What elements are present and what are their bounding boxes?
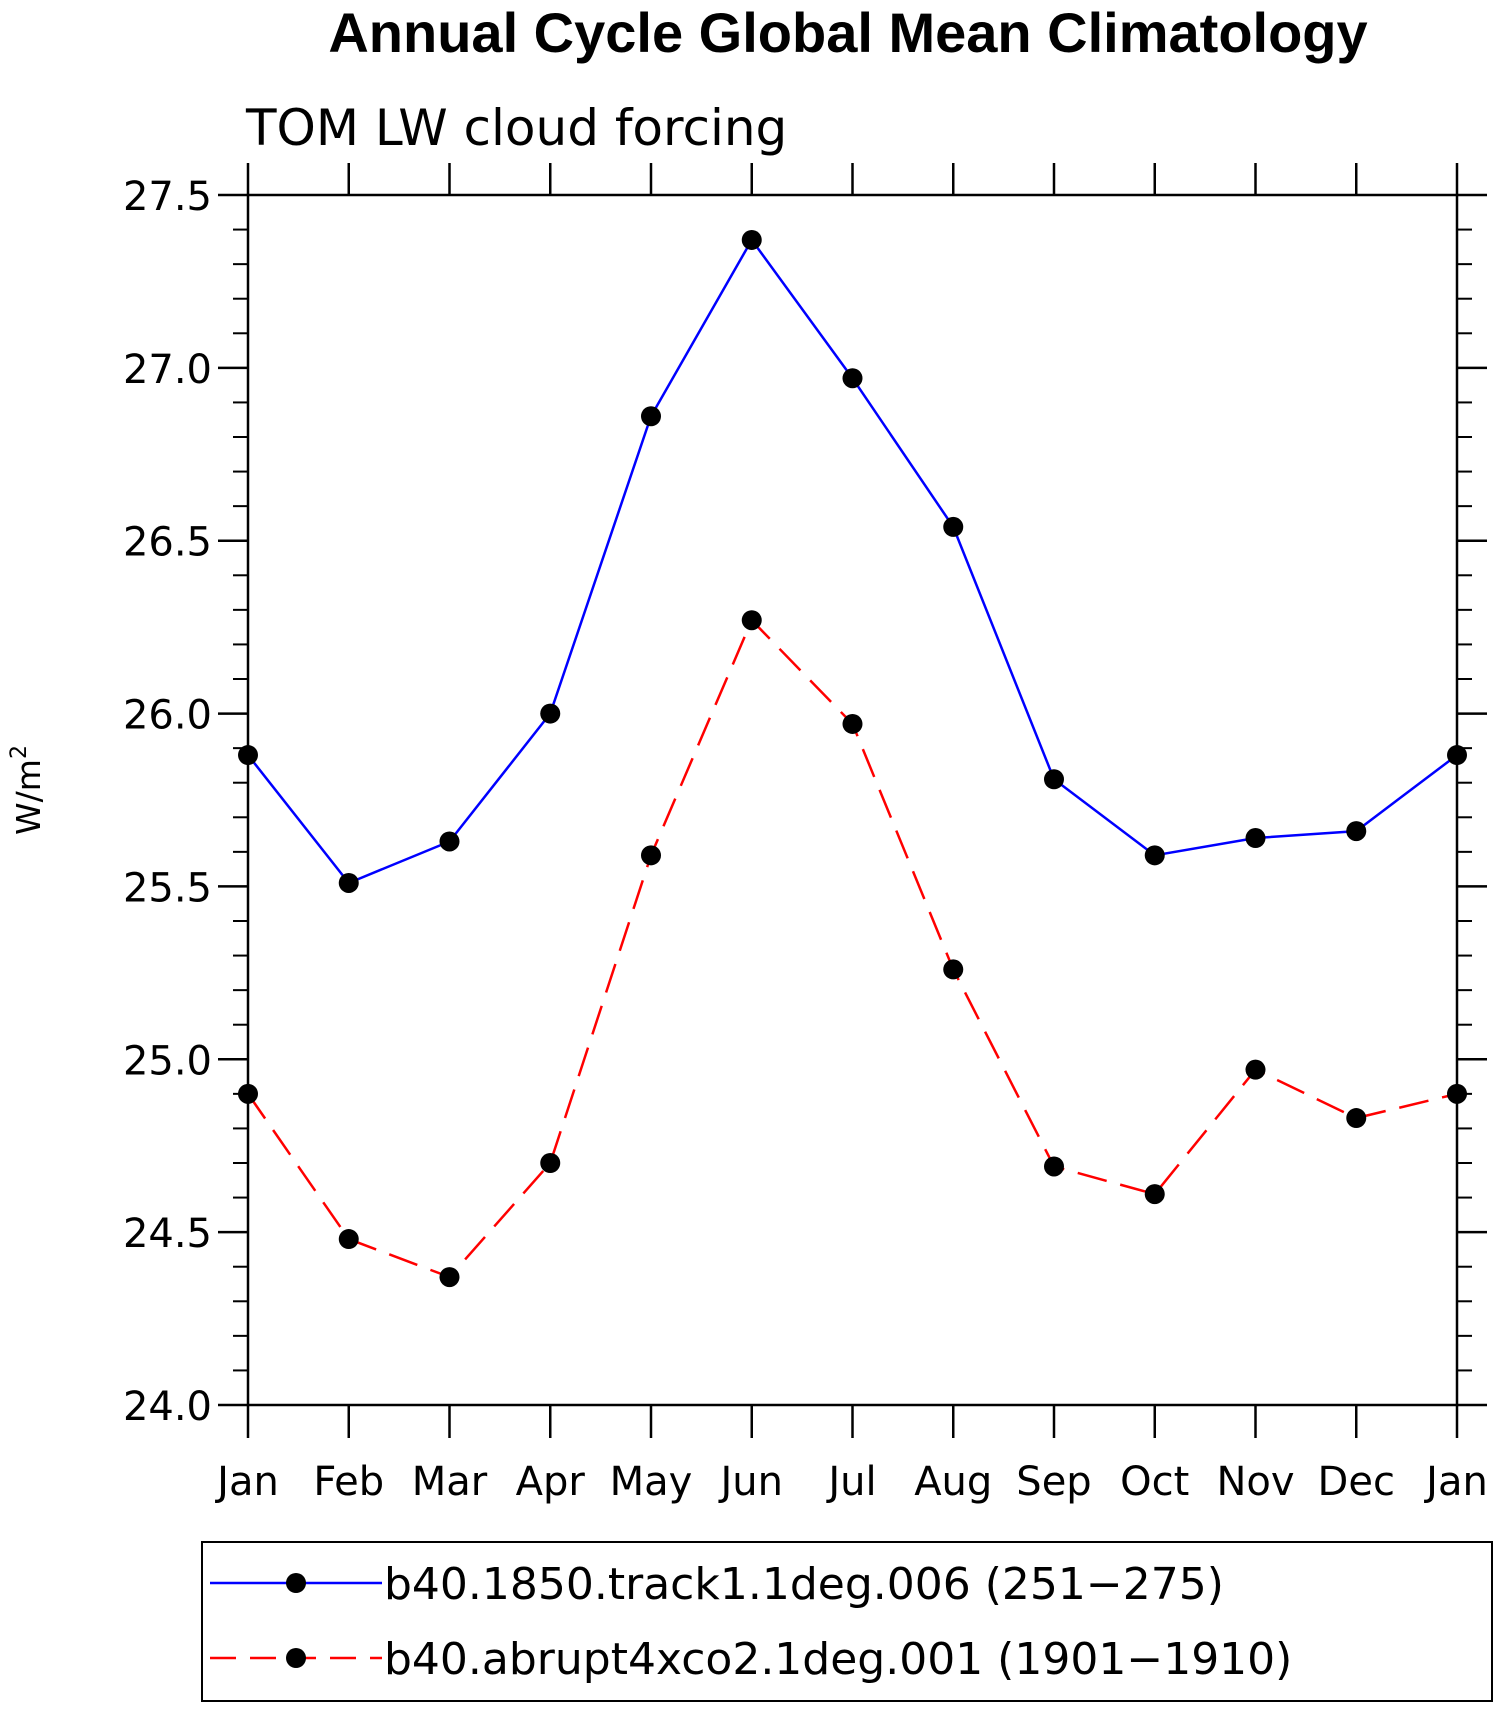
legend-box: [201, 1541, 1493, 1702]
legend-item-2: b40.abrupt4xco2.1deg.001 (1901−1910): [210, 1634, 1292, 1685]
legend: b40.1850.track1.1deg.006 (251−275) b40.ab…: [201, 1541, 1493, 1702]
y-tick-label: 25.5: [123, 865, 212, 911]
y-tick-label: 25.0: [123, 1038, 212, 1084]
y-tick-label: 26.0: [123, 693, 212, 739]
data-point: [238, 1083, 258, 1104]
series-1: [238, 229, 1467, 893]
chart-title: Annual Cycle Global Mean Climatology: [328, 1, 1367, 64]
legend-label: b40.1850.track1.1deg.006 (251−275): [384, 1559, 1224, 1610]
y-axis-label: W/m2: [7, 745, 48, 835]
data-point: [741, 229, 762, 250]
data-point: [842, 368, 863, 389]
data-point: [1245, 1059, 1266, 1080]
data-point: [1144, 1184, 1165, 1205]
data-point: [1144, 845, 1165, 866]
data-point: [338, 872, 359, 893]
y-tick-label: 27.0: [123, 347, 212, 393]
data-point: [1044, 1156, 1064, 1177]
data-point: [641, 845, 661, 866]
x-tick-label: Nov: [1216, 1459, 1294, 1505]
chart-subtitle: TOM LW cloud forcing: [245, 99, 787, 157]
y-tick-label: 26.5: [123, 520, 212, 566]
x-tick-label: Oct: [1120, 1459, 1189, 1505]
y-tick-label: 24.0: [123, 1384, 212, 1430]
legend-label: b40.abrupt4xco2.1deg.001 (1901−1910): [384, 1634, 1292, 1685]
series-layer: [238, 229, 1467, 1288]
data-point: [641, 406, 661, 427]
x-tick-label: Jun: [718, 1459, 784, 1505]
y-tick-label: 24.5: [123, 1211, 212, 1257]
data-point: [1245, 828, 1266, 849]
legend-marker: [286, 1648, 306, 1668]
data-point: [741, 610, 762, 631]
data-point: [1044, 769, 1064, 790]
x-tick-label: Jan: [214, 1459, 279, 1505]
legend-marker: [286, 1573, 306, 1593]
x-tick-label: Jan: [1423, 1459, 1488, 1505]
data-point: [540, 703, 561, 724]
legend-item-1: b40.1850.track1.1deg.006 (251−275): [210, 1559, 1224, 1610]
y-axis-label-exponent: 2: [7, 745, 32, 759]
data-point: [842, 713, 863, 734]
data-point: [1346, 821, 1367, 842]
data-point: [439, 1267, 460, 1288]
x-tick-label: Dec: [1318, 1459, 1395, 1505]
y-axis: 24.0 24.5 25.0 25.5 26.0 26.5 27.0 27.5: [123, 174, 1487, 1430]
data-point: [439, 831, 460, 852]
x-axis: Jan Feb Mar Apr May Jun Jul Aug Sep Oct Nov Dec Jan: [214, 163, 1488, 1505]
data-point: [943, 516, 964, 537]
y-tick-label: 27.5: [123, 174, 212, 220]
y-axis-label-unit: W/m: [9, 759, 48, 835]
x-tick-label: Apr: [516, 1459, 586, 1505]
data-point: [1447, 1083, 1467, 1104]
series-line: [247, 237, 1458, 885]
data-point: [338, 1229, 359, 1250]
x-tick-label: Feb: [313, 1459, 384, 1505]
x-tick-label: Sep: [1016, 1459, 1091, 1505]
x-tick-label: Aug: [914, 1459, 992, 1505]
data-point: [238, 745, 258, 766]
x-tick-label: Jul: [825, 1459, 876, 1505]
data-point: [1346, 1108, 1367, 1129]
data-point: [1447, 745, 1467, 766]
x-tick-label: May: [610, 1459, 693, 1505]
series-2: [238, 610, 1467, 1288]
data-point: [943, 959, 964, 980]
data-point: [540, 1153, 561, 1173]
x-tick-label: Mar: [412, 1459, 488, 1505]
